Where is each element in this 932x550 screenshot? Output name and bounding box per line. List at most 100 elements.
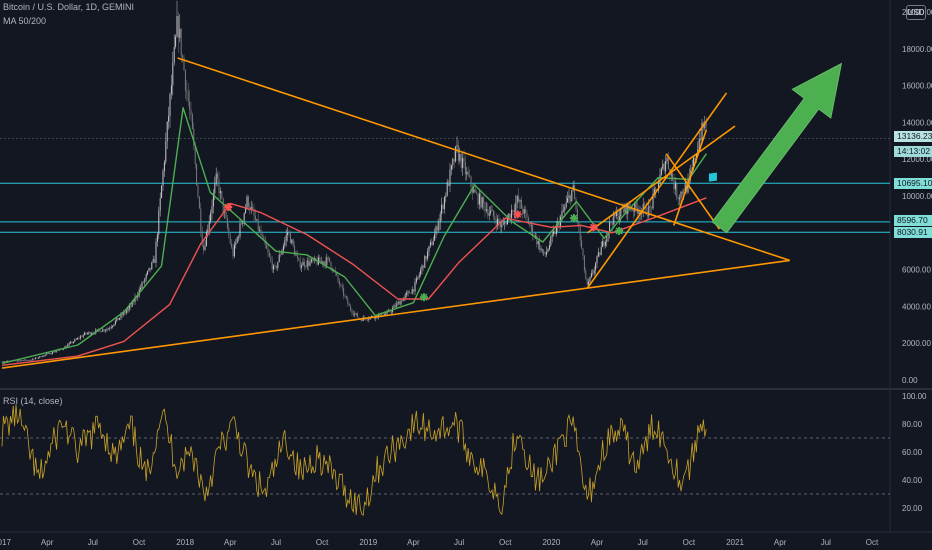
- price-candle: [121, 314, 123, 316]
- price-candle: [432, 240, 434, 246]
- price-candle: [233, 244, 235, 257]
- hline-price-label: 8030.91: [894, 227, 932, 238]
- price-candle: [436, 226, 438, 231]
- price-candle: [590, 273, 592, 277]
- price-candle: [600, 246, 602, 256]
- rsi-y-tick-label: 60.00: [902, 448, 923, 457]
- price-candle: [408, 291, 410, 294]
- price-candle: [341, 285, 343, 288]
- price-candle: [19, 360, 21, 361]
- cross-marker: [569, 214, 578, 223]
- price-candle: [667, 157, 669, 169]
- price-candle: [564, 206, 566, 211]
- y-tick-label: 16000.00: [902, 82, 932, 91]
- price-candle: [71, 342, 73, 344]
- price-candle: [467, 171, 469, 176]
- price-candle: [351, 310, 353, 314]
- x-tick-label: Oct: [499, 538, 512, 547]
- price-candle: [553, 231, 555, 235]
- cross-marker: [513, 210, 522, 219]
- price-candle: [490, 210, 492, 214]
- price-candle: [630, 207, 632, 211]
- trendline: [177, 57, 790, 262]
- price-candle: [705, 121, 707, 126]
- currency-button[interactable]: USD: [906, 5, 926, 20]
- price-candle: [285, 234, 287, 241]
- price-candle: [439, 214, 441, 223]
- price-candle: [39, 356, 41, 358]
- price-candle: [555, 225, 557, 235]
- price-candle: [536, 235, 538, 245]
- price-candle: [239, 223, 241, 237]
- price-candle: [140, 287, 142, 290]
- price-candle: [148, 267, 150, 272]
- cross-marker-stroke: [420, 293, 428, 301]
- price-candle: [176, 16, 178, 37]
- price-candle: [494, 216, 496, 221]
- x-tick-label: 2018: [176, 538, 194, 547]
- x-tick-label: Apr: [407, 538, 420, 547]
- price-candle: [194, 145, 196, 164]
- price-candle: [74, 339, 76, 342]
- price-candle: [232, 247, 234, 257]
- price-candle: [170, 85, 172, 94]
- price-candle: [278, 254, 280, 262]
- price-candle: [459, 154, 461, 161]
- price-candle: [294, 245, 296, 256]
- price-candle: [310, 259, 312, 262]
- x-tick-label: 2017: [0, 538, 11, 547]
- price-candle: [330, 261, 332, 269]
- price-candle: [407, 291, 409, 293]
- price-candle: [561, 211, 563, 217]
- price-candle: [704, 121, 706, 129]
- price-candle: [270, 256, 272, 261]
- price-candle: [700, 138, 702, 141]
- price-candle: [84, 332, 86, 336]
- price-candle: [169, 93, 171, 117]
- price-candle: [70, 342, 72, 344]
- price-candle: [203, 245, 205, 250]
- price-candle: [567, 198, 569, 203]
- price-candle: [100, 331, 102, 333]
- price-candle: [604, 242, 606, 246]
- price-candle: [113, 324, 115, 326]
- price-candle: [127, 308, 129, 311]
- price-candle: [575, 199, 577, 210]
- price-candle: [422, 265, 424, 268]
- price-candle: [634, 202, 636, 212]
- price-candle: [551, 234, 553, 237]
- price-candle: [214, 183, 216, 194]
- price-candle: [539, 241, 541, 250]
- price-candle: [16, 360, 18, 362]
- price-candle: [450, 165, 452, 170]
- price-candle: [109, 328, 111, 329]
- price-candle: [323, 261, 325, 264]
- cross-marker: [224, 203, 233, 212]
- price-candle: [149, 267, 151, 270]
- price-candle: [165, 141, 167, 162]
- price-candle: [47, 353, 49, 354]
- price-candle: [541, 248, 543, 252]
- price-candle: [208, 221, 210, 230]
- trendline: [1, 259, 790, 369]
- price-candle: [281, 250, 283, 255]
- price-candle: [532, 225, 534, 236]
- price-candle: [390, 311, 392, 313]
- price-candle: [30, 360, 32, 361]
- price-candle: [144, 278, 146, 283]
- price-candle: [96, 329, 98, 331]
- price-candle: [252, 206, 254, 210]
- price-candle: [446, 182, 448, 196]
- price-candle: [445, 195, 447, 198]
- cross-marker-stroke: [570, 214, 578, 222]
- price-candle: [107, 328, 109, 330]
- price-candle: [91, 333, 93, 335]
- price-candle: [292, 239, 294, 246]
- price-candle: [401, 300, 403, 302]
- price-candle: [642, 204, 644, 211]
- price-candle: [268, 252, 270, 257]
- price-candle: [133, 301, 135, 303]
- price-candle: [550, 236, 552, 246]
- price-candle: [602, 241, 604, 247]
